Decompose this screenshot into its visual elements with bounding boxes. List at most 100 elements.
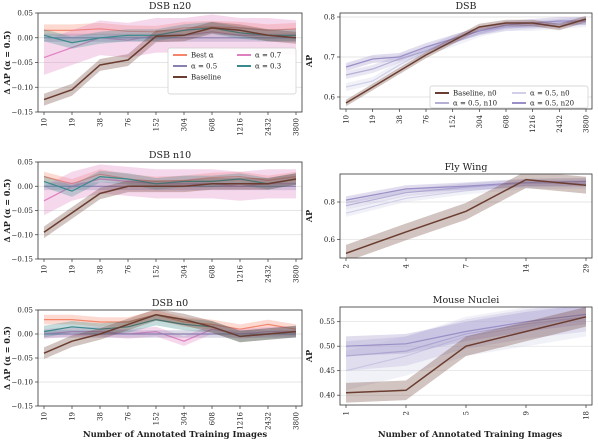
y-tick-label: −0.05	[12, 59, 33, 67]
series-band	[44, 324, 296, 346]
legend-label: α = 0.7	[255, 52, 281, 60]
y-tick-label: 0.6	[324, 236, 336, 244]
x-tick-label: 608	[209, 412, 217, 425]
x-tick-label: 3800	[583, 115, 591, 133]
x-tick-label: 5	[463, 411, 471, 415]
legend-label: Baseline	[191, 74, 221, 82]
plot-area	[43, 14, 297, 106]
series-line	[43, 27, 297, 101]
series-line	[345, 316, 587, 394]
x-tick-label: 608	[209, 265, 217, 278]
series-line	[345, 316, 587, 372]
x-tick-label: 2	[403, 411, 411, 415]
legend-item: α = 0.5	[173, 63, 217, 71]
x-tick-label: 10	[41, 265, 49, 274]
x-tick-label: 152	[449, 115, 457, 128]
y-tick-label: 0.05	[17, 10, 33, 18]
y-tick-label: 0.8	[324, 14, 335, 22]
panel-fly-wing: 0.6 0.8 2 4 7 14 29 Fly Wing AP	[304, 162, 593, 273]
x-tick-label: 152	[153, 118, 161, 131]
y-axis-label: AP	[304, 55, 314, 68]
x-tick-label: 2432	[265, 412, 273, 430]
y-tick-label: −0.05	[12, 207, 33, 215]
y-tick-label: 0.05	[17, 307, 33, 315]
right-x-axis-label: Number of Annotated Training Images	[378, 430, 563, 440]
panel-dsb-n20: −0.15 −0.10 −0.05 0.00 0.05 10 19 38 76 152 304 608…	[2, 1, 303, 136]
series-band	[44, 313, 296, 343]
series-line	[43, 178, 297, 233]
x-tick-label: 608	[503, 115, 511, 128]
y-axis-label: Δ AP (α = 0.5)	[2, 326, 12, 390]
x-tick-label: 152	[153, 265, 161, 278]
x-tick-label: 10	[343, 115, 351, 124]
x-tick-label: 19	[69, 118, 77, 127]
y-tick-label: −0.05	[12, 355, 33, 363]
x-tick-label: 19	[69, 265, 77, 274]
x-tick-label: 9	[523, 411, 531, 415]
series-band	[44, 173, 296, 239]
x-tick-label: 76	[125, 264, 133, 273]
x-tick-label: 1216	[237, 117, 245, 135]
y-tick-label: 0.40	[319, 392, 335, 400]
y-tick-label: 0.8	[324, 199, 335, 207]
legend-item: α = 0.5, n10	[435, 100, 497, 108]
plot-area	[43, 164, 297, 239]
series-line	[345, 22, 587, 88]
y-tick-label: 0.55	[319, 318, 335, 326]
y-axis-label: AP	[304, 350, 314, 363]
plot-area	[345, 15, 587, 107]
series-band	[44, 21, 296, 106]
legend-item: Baseline, n0	[435, 90, 497, 98]
y-axis-label: AP	[304, 210, 314, 223]
legend-label: Baseline, n0	[453, 90, 497, 98]
plot-area	[43, 310, 297, 359]
legend-label: α = 0.5	[191, 63, 217, 71]
series-band	[346, 307, 586, 371]
y-axis-label: Δ AP (α = 0.5)	[2, 30, 12, 94]
x-tick-label: 2432	[265, 118, 273, 136]
x-tick-label: 1216	[237, 264, 245, 282]
x-tick-label: 304	[181, 117, 189, 131]
legend-item: α = 0.5, n0	[512, 90, 570, 98]
series-line	[44, 26, 297, 33]
legend-label: α = 0.5, n20	[530, 100, 574, 108]
legend-item: Best α	[173, 52, 214, 60]
series-band	[346, 179, 586, 210]
x-tick-label: 19	[369, 115, 377, 124]
y-tick-label: −0.15	[12, 109, 33, 117]
legend: Best α α = 0.7 α = 0.5 α = 0.3 Baseline	[167, 47, 297, 95]
legend-label: α = 0.3	[255, 63, 281, 71]
series-band	[346, 174, 586, 258]
series-line	[345, 20, 586, 68]
y-tick-label: −0.15	[12, 403, 33, 411]
series-band	[44, 169, 296, 189]
legend-label: α = 0.5, n10	[453, 100, 497, 108]
y-tick-label: 0.50	[319, 343, 335, 351]
series-line	[345, 316, 587, 357]
x-tick-label: 1216	[529, 115, 537, 133]
series-line	[43, 178, 296, 202]
legend-item: α = 0.3	[237, 63, 281, 71]
plot-area	[345, 174, 587, 258]
series-line	[43, 314, 297, 354]
plot-frame	[339, 12, 593, 110]
legend-box	[167, 47, 297, 95]
y-tick-label: −0.10	[12, 84, 33, 92]
legend-label: α = 0.5, n0	[530, 90, 570, 98]
y-tick-label: 0.7	[324, 54, 335, 62]
x-tick-label: 10	[41, 412, 49, 421]
series-line	[345, 18, 587, 104]
panel-dsb: 0.6 0.7 0.8 10 19 38 76 152 304 608 1216 2432 3800 DS…	[304, 1, 593, 133]
x-tick-label: 1216	[237, 411, 245, 429]
y-tick-label: −0.10	[12, 231, 33, 239]
series-band	[346, 307, 586, 391]
x-tick-label: 19	[69, 412, 77, 421]
x-tick-label: 76	[125, 411, 133, 420]
x-tick-label: 2	[343, 264, 351, 268]
x-tick-label: 14	[523, 263, 531, 272]
x-tick-label: 3800	[293, 412, 301, 430]
chart-title: Fly Wing	[445, 162, 488, 173]
chart-title: DSB n20	[149, 1, 191, 12]
y-tick-label: −0.10	[12, 379, 33, 387]
